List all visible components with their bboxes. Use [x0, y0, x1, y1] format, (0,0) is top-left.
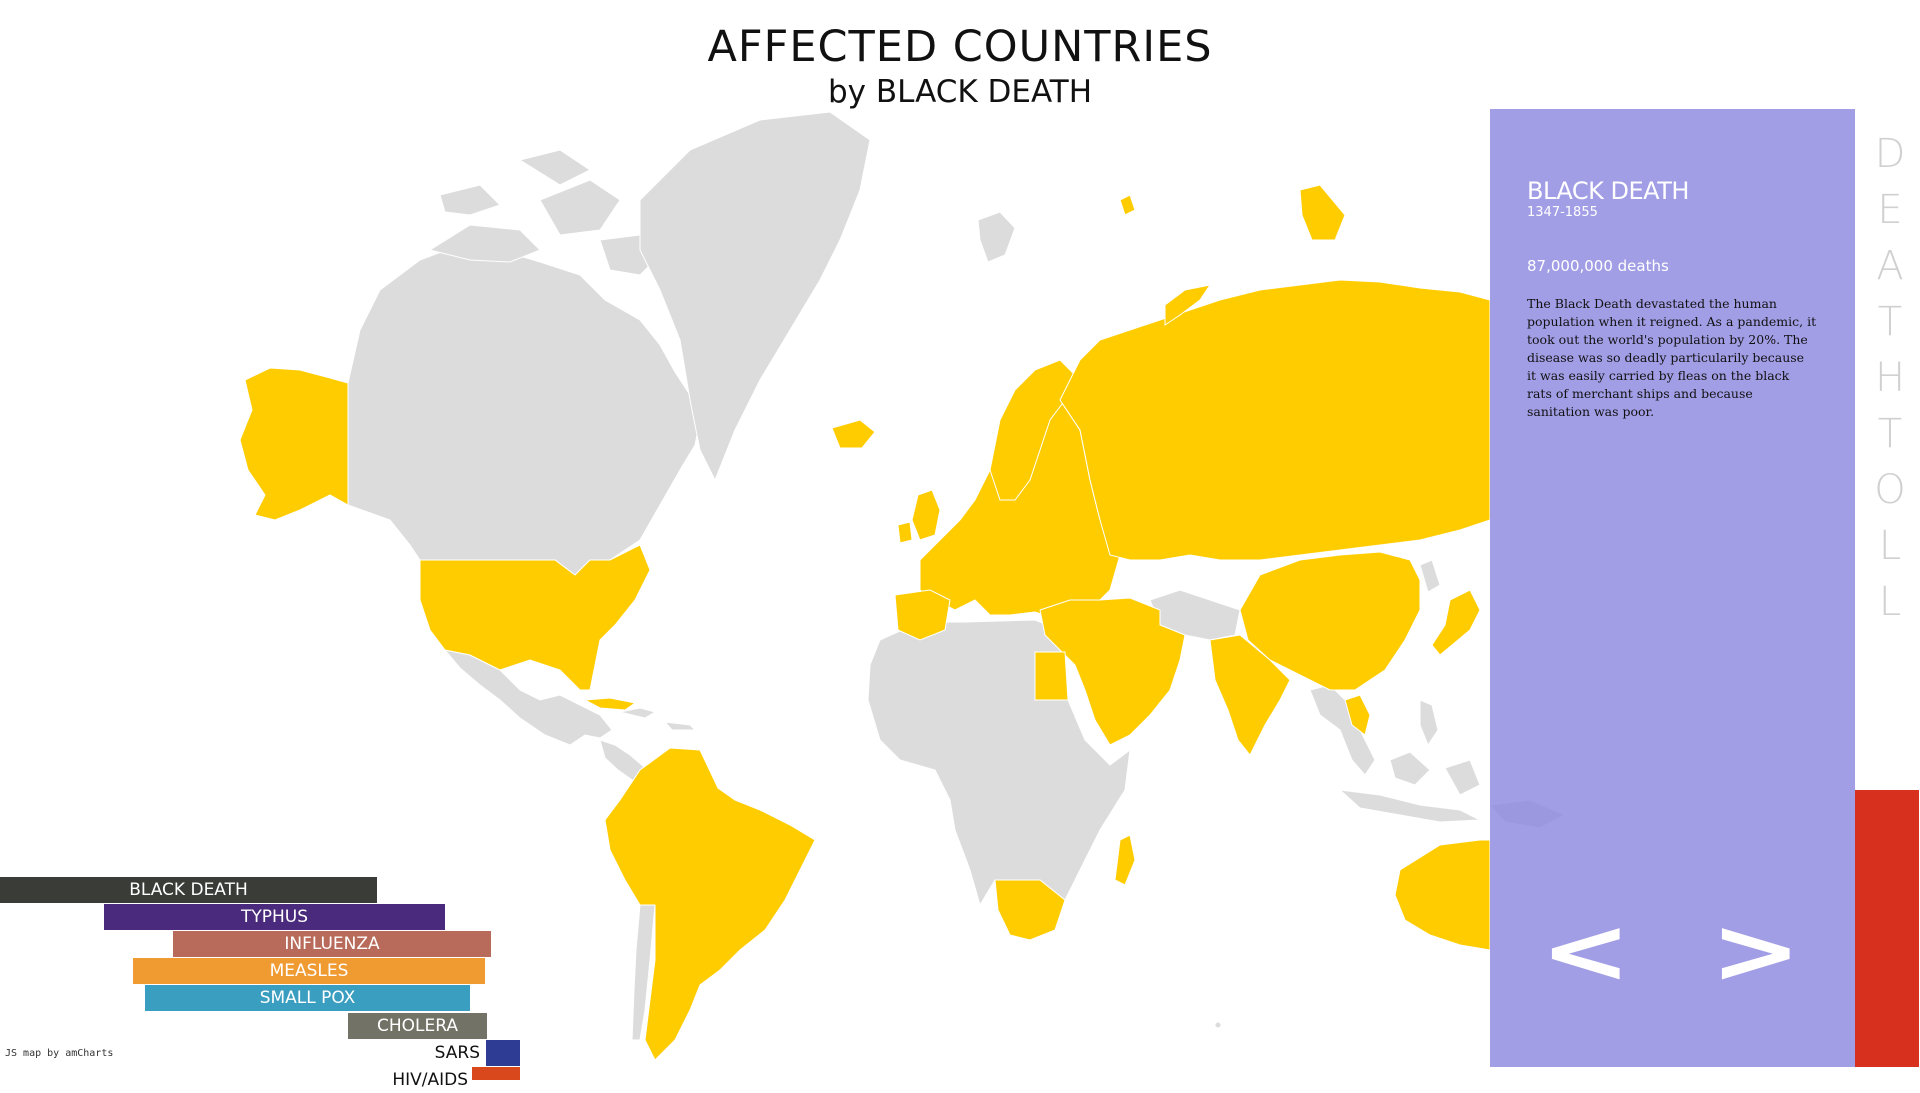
legend-hiv-bar[interactable] [472, 1067, 520, 1080]
pacific-island [1214, 1021, 1222, 1029]
death-toll-letter: L [1878, 523, 1902, 569]
south-africa[interactable] [994, 879, 1066, 941]
legend-black-death[interactable]: BLACK DEATH [0, 877, 377, 903]
affected-countries [239, 184, 1491, 1061]
next-arrow-button[interactable]: > [1710, 899, 1801, 1004]
death-toll-bar [1855, 790, 1919, 1067]
middle-east[interactable] [1039, 597, 1186, 746]
russia[interactable] [1059, 279, 1491, 561]
disease-name: BLACK DEATH [1527, 177, 1689, 205]
disease-description: The Black Death devastated the human pop… [1527, 296, 1817, 419]
novaya-zemlya[interactable] [1164, 284, 1212, 326]
death-toll-letter: T [1877, 299, 1903, 345]
uk[interactable] [911, 489, 941, 541]
death-toll-label: D E A T H T O L L [1865, 126, 1915, 630]
legend-sars-label[interactable]: SARS [434, 1043, 480, 1063]
death-toll-letter: O [1874, 467, 1906, 513]
death-toll-letter: E [1877, 187, 1903, 233]
arctic-island[interactable] [1299, 184, 1346, 241]
previous-arrow-button[interactable]: < [1540, 899, 1631, 1004]
legend-cholera[interactable]: CHOLERA [348, 1013, 487, 1039]
death-toll-letter: H [1874, 355, 1906, 401]
legend-small-pox[interactable]: SMALL POX [145, 985, 470, 1011]
egypt[interactable] [1034, 651, 1069, 701]
legend-measles[interactable]: MEASLES [133, 958, 485, 984]
south-america[interactable] [604, 747, 816, 1061]
legend-hiv-label[interactable]: HIV/AIDS [392, 1070, 468, 1090]
disease-deaths: 87,000,000 deaths [1527, 257, 1669, 275]
arctic-island-small[interactable] [1119, 194, 1136, 216]
greenland[interactable] [639, 111, 871, 482]
death-toll-letter: A [1876, 243, 1904, 289]
madagascar[interactable] [1114, 834, 1136, 886]
philippines [1419, 699, 1439, 747]
china[interactable] [1239, 551, 1421, 691]
svalbard [977, 211, 1016, 263]
mexico[interactable] [443, 649, 613, 746]
death-toll-letter: D [1874, 131, 1906, 177]
ireland[interactable] [897, 521, 913, 544]
legend-typhus[interactable]: TYPHUS [104, 904, 445, 930]
page-title: AFFECTED COUNTRIES [707, 22, 1213, 72]
page-subtitle: by BLACK DEATH [827, 74, 1093, 110]
australia[interactable] [1394, 839, 1491, 951]
disease-years: 1347-1855 [1527, 205, 1598, 220]
alaska[interactable] [239, 367, 349, 521]
southeast-asia[interactable] [1309, 684, 1376, 776]
chile[interactable] [631, 904, 656, 1041]
indonesia[interactable] [1338, 751, 1482, 823]
death-toll-letter: L [1878, 579, 1902, 625]
death-toll-letter: T [1877, 411, 1903, 457]
map-credit[interactable]: JS map by amCharts [5, 1048, 114, 1059]
japan[interactable] [1431, 589, 1481, 656]
iceland[interactable] [831, 419, 876, 449]
canada-islands [428, 149, 661, 276]
caribbean [619, 707, 697, 731]
canada[interactable] [347, 244, 701, 576]
korea[interactable] [1419, 559, 1441, 593]
cuba[interactable] [583, 697, 637, 711]
legend-sars-bar[interactable] [486, 1040, 520, 1066]
legend-influenza[interactable]: INFLUENZA [173, 931, 491, 957]
disease-info-panel: BLACK DEATH 1347-1855 87,000,000 deaths … [1490, 109, 1855, 1067]
thailand[interactable] [1344, 694, 1371, 736]
usa[interactable] [419, 544, 651, 691]
iberia[interactable] [894, 589, 951, 641]
india[interactable] [1209, 634, 1291, 756]
